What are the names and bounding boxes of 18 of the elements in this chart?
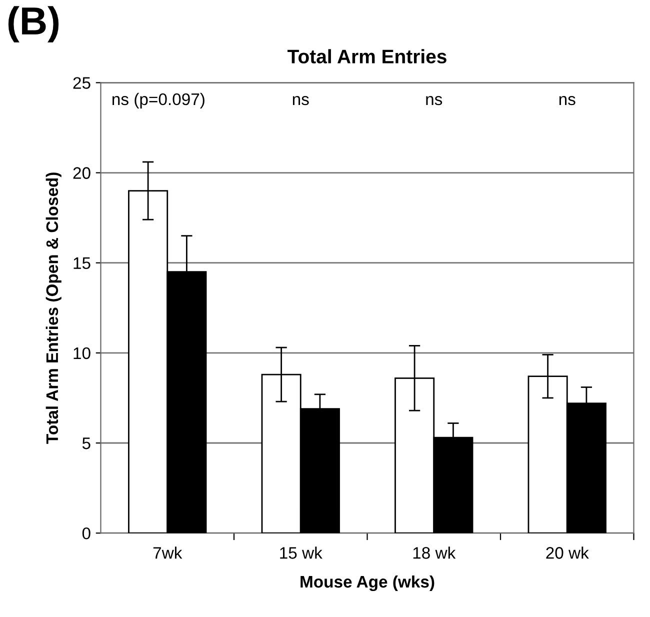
- x-tick-label: 18 wk: [413, 546, 456, 559]
- y-axis-title: Total Arm Entries (Open & Closed): [46, 172, 62, 444]
- x-axis-title: Mouse Age (wks): [300, 575, 434, 592]
- y-tick-label: 5: [82, 438, 90, 450]
- y-tick-label: 10: [74, 347, 90, 360]
- y-tick-label: 0: [82, 527, 90, 540]
- annotation: ns: [292, 96, 309, 106]
- annotation: ns (p=0.097): [112, 92, 204, 108]
- x-tick-label: 20 wk: [546, 546, 589, 559]
- y-tick-label: 15: [74, 257, 90, 270]
- text: (B): [8, 6, 59, 42]
- y-tick-label: 25: [73, 77, 90, 89]
- x-tick-label: 15 wk: [280, 546, 322, 559]
- y-tick-label: 20: [73, 167, 90, 179]
- x-tick-label: 7wk: [153, 546, 182, 559]
- annotation: ns: [559, 96, 576, 106]
- chart-title: Total Arm Entries: [288, 49, 446, 64]
- annotation: ns: [426, 96, 442, 106]
